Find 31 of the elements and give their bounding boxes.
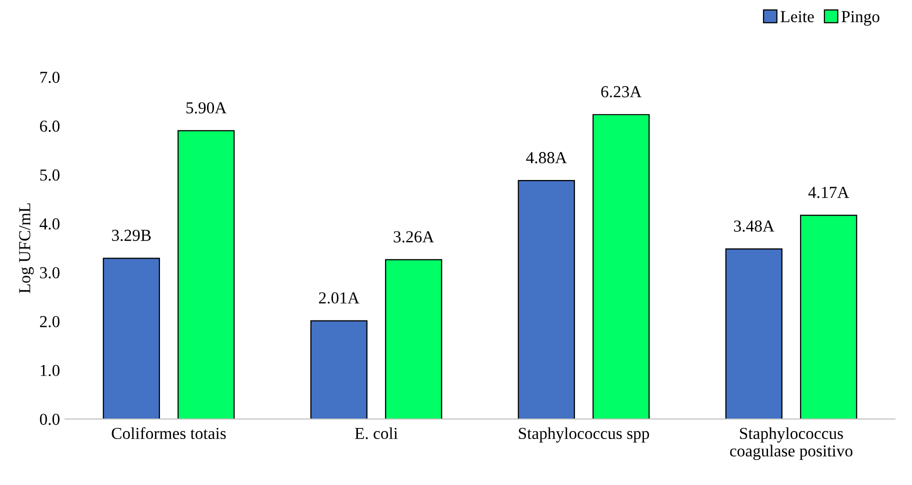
- bar: [518, 180, 575, 419]
- y-axis-title: Log UFC/mL: [19, 203, 34, 294]
- y-tick-label: 7.0: [40, 72, 60, 84]
- legend-label: Leite: [780, 11, 814, 22]
- x-tick-label: Staphylococcus coagulase positivo: [730, 427, 852, 460]
- x-tick-label: E. coli: [354, 427, 398, 440]
- data-label: 3.48A: [734, 220, 774, 232]
- data-label: 4.17A: [808, 186, 850, 198]
- x-tick-label: Coliformes totais: [112, 427, 226, 440]
- bar: [725, 248, 782, 419]
- x-tick-label: Staphylococcus spp: [518, 427, 650, 442]
- bar: [592, 114, 650, 419]
- data-label: 5.90A: [186, 102, 227, 114]
- legend-label: Pingo: [842, 11, 880, 26]
- y-tick-label: 3.0: [40, 267, 60, 278]
- data-label: 6.23A: [601, 86, 642, 98]
- y-tick-label: 1.0: [40, 364, 60, 376]
- bar: [800, 214, 858, 419]
- data-label: 2.01A: [319, 292, 360, 304]
- data-label: 3.29B: [112, 230, 151, 242]
- data-label: 3.26A: [394, 231, 434, 243]
- bar: [385, 259, 442, 419]
- y-tick-label: 0.0: [40, 414, 60, 426]
- y-tick-label: 5.0: [40, 169, 60, 181]
- bar: [310, 320, 368, 419]
- bar: [102, 258, 160, 419]
- bar: [178, 130, 235, 419]
- y-tick-label: 4.0: [40, 218, 60, 230]
- data-label: 4.88A: [526, 152, 567, 164]
- y-tick-label: 6.0: [40, 120, 60, 132]
- y-tick-label: 2.0: [40, 316, 60, 328]
